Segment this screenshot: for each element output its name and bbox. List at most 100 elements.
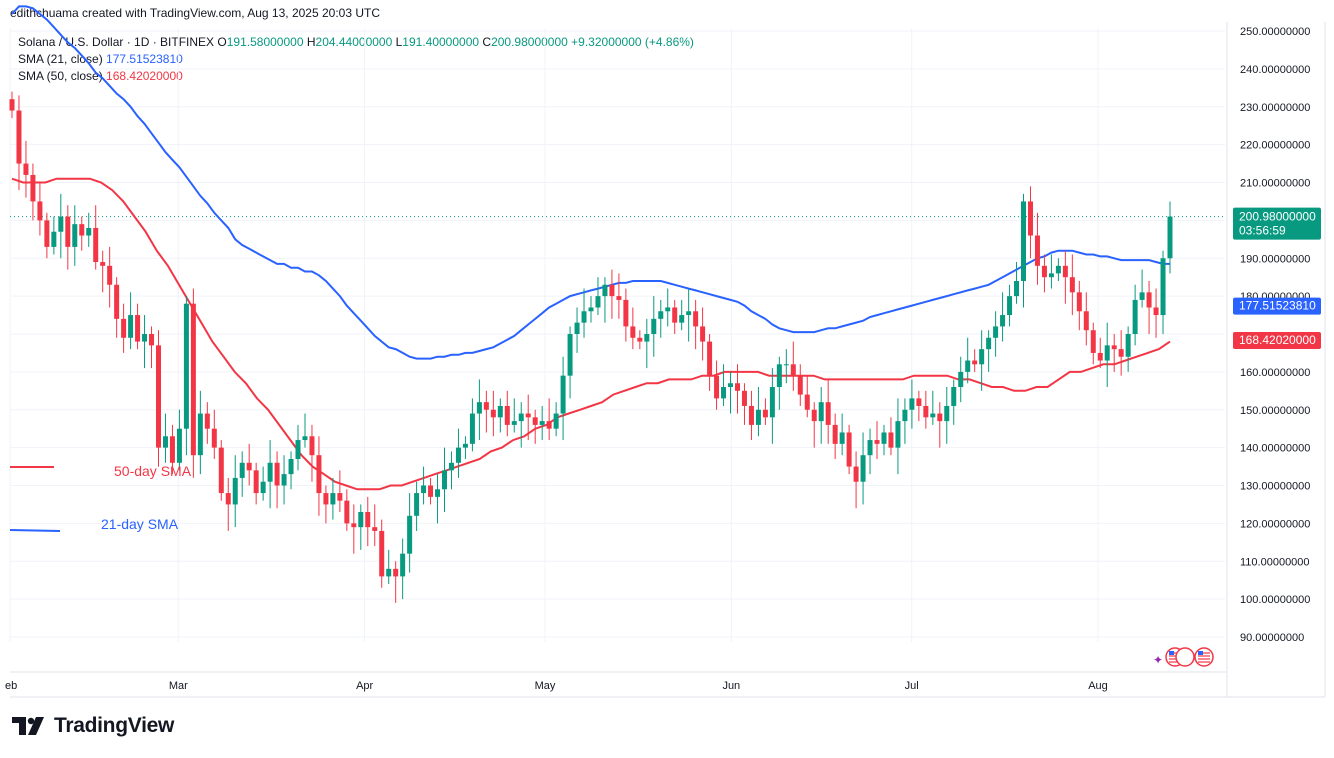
- annotations: 50-day SMA 21-day SMA: [9, 463, 192, 532]
- sma21-tag: [1233, 297, 1321, 315]
- candle-body: [944, 405, 950, 422]
- candle-body: [888, 432, 894, 448]
- candle-body: [811, 409, 817, 422]
- candle-body: [679, 315, 685, 323]
- candle-body: [358, 512, 364, 528]
- candle-body: [993, 326, 999, 338]
- candle-body: [462, 443, 468, 448]
- candle-body: [323, 493, 329, 505]
- candle-body: [818, 402, 824, 422]
- candle-body: [1007, 296, 1013, 316]
- candle-body: [1076, 292, 1082, 312]
- candle-body: [337, 493, 343, 501]
- sparkle-icon: ✦: [1153, 653, 1163, 667]
- sma21-annotation-label: 21-day SMA: [101, 516, 179, 532]
- y-tick-label: 100.00000000: [1240, 594, 1310, 606]
- candle-body: [135, 315, 141, 342]
- candle-body: [142, 334, 148, 342]
- candle-body: [128, 315, 134, 338]
- candle-body: [553, 413, 559, 429]
- legend-sma50-row[interactable]: SMA (50, close) 168.42020000: [18, 68, 694, 85]
- candle-body: [344, 500, 350, 524]
- candle-body: [1048, 273, 1054, 278]
- close-value: 200.98000000: [491, 35, 568, 49]
- candle-body: [114, 284, 120, 319]
- candle-body: [728, 383, 734, 388]
- candle-body: [393, 568, 399, 577]
- tradingview-logo[interactable]: TradingView: [12, 714, 174, 738]
- sma50-tag-text: 168.42020000: [1239, 333, 1316, 347]
- x-tick-label: Apr: [356, 680, 373, 692]
- candle-body: [637, 337, 643, 342]
- candle-body: [30, 174, 36, 202]
- open-label: O: [217, 35, 227, 49]
- y-tick-label: 210.00000000: [1240, 178, 1310, 190]
- candle-body: [497, 405, 503, 418]
- candle-body: [176, 428, 182, 463]
- candle-body: [846, 432, 852, 467]
- x-tick-label: Jul: [905, 680, 919, 692]
- sma50-value: 168.42020000: [106, 69, 183, 83]
- candle-body: [762, 409, 768, 418]
- candle-body: [309, 436, 315, 456]
- sma50-annotation-label: 50-day SMA: [114, 463, 192, 479]
- candle-body: [218, 447, 224, 494]
- candle-body: [1167, 216, 1173, 259]
- candle-body: [546, 421, 552, 429]
- candle-body: [51, 231, 57, 247]
- x-tick-label: Jun: [722, 680, 740, 692]
- y-tick-label: 150.00000000: [1240, 405, 1310, 417]
- legend-ohlc-row: Solana / U.S. Dollar · 1D · BITFINEX O19…: [18, 34, 694, 51]
- candle-body: [428, 485, 434, 497]
- candle-body: [9, 99, 15, 111]
- candle-body: [44, 220, 50, 247]
- chart-credit: edithchuama created with TradingView.com…: [10, 6, 381, 20]
- candle-body: [65, 216, 71, 247]
- candle-body: [581, 311, 587, 323]
- y-tick-label: 120.00000000: [1240, 518, 1310, 530]
- countdown-text: 03:56:59: [1239, 224, 1286, 238]
- candle-body: [121, 318, 127, 338]
- candle-body: [790, 364, 796, 376]
- candle-body: [1062, 265, 1068, 278]
- candle-body: [1000, 315, 1006, 327]
- candle-body: [532, 417, 538, 425]
- candle-body: [644, 334, 650, 342]
- y-tick-label: 90.00000000: [1240, 632, 1304, 644]
- candle-body: [379, 530, 385, 577]
- candle-body: [253, 470, 259, 494]
- candle-body: [825, 402, 831, 425]
- change-value: +9.32000000 (+4.86%): [571, 35, 694, 49]
- candle-body: [190, 303, 196, 456]
- sma50-path: [11, 177, 1171, 491]
- y-tick-label: 220.00000000: [1240, 140, 1310, 152]
- candle-body: [755, 409, 761, 425]
- candle-body: [909, 398, 915, 410]
- symbol-title[interactable]: Solana / U.S. Dollar · 1D · BITFINEX: [18, 35, 215, 49]
- candle-body: [232, 477, 238, 505]
- candle-body: [1146, 292, 1152, 308]
- last-price-text: 200.98000000: [1239, 210, 1316, 224]
- sma21-annotation-line: [9, 529, 61, 532]
- candle-body: [853, 466, 859, 482]
- candle-body: [183, 303, 189, 429]
- candle-body: [741, 390, 747, 406]
- candle-body: [769, 387, 775, 418]
- y-tick-label: 190.00000000: [1240, 253, 1310, 265]
- candle-body: [902, 409, 908, 422]
- candle-body: [1069, 277, 1075, 293]
- candle-body: [295, 440, 301, 459]
- candle-body: [1014, 280, 1020, 297]
- candle-body: [23, 163, 29, 175]
- candle-body: [274, 462, 280, 486]
- candle-body: [448, 462, 454, 471]
- candle-body: [372, 527, 378, 531]
- candlestick-series: [9, 91, 1173, 603]
- candle-body: [972, 360, 978, 365]
- candle-body: [567, 334, 573, 376]
- candle-body: [386, 568, 392, 577]
- candle-body: [916, 398, 922, 406]
- candle-body: [442, 470, 448, 490]
- candle-body: [37, 201, 43, 221]
